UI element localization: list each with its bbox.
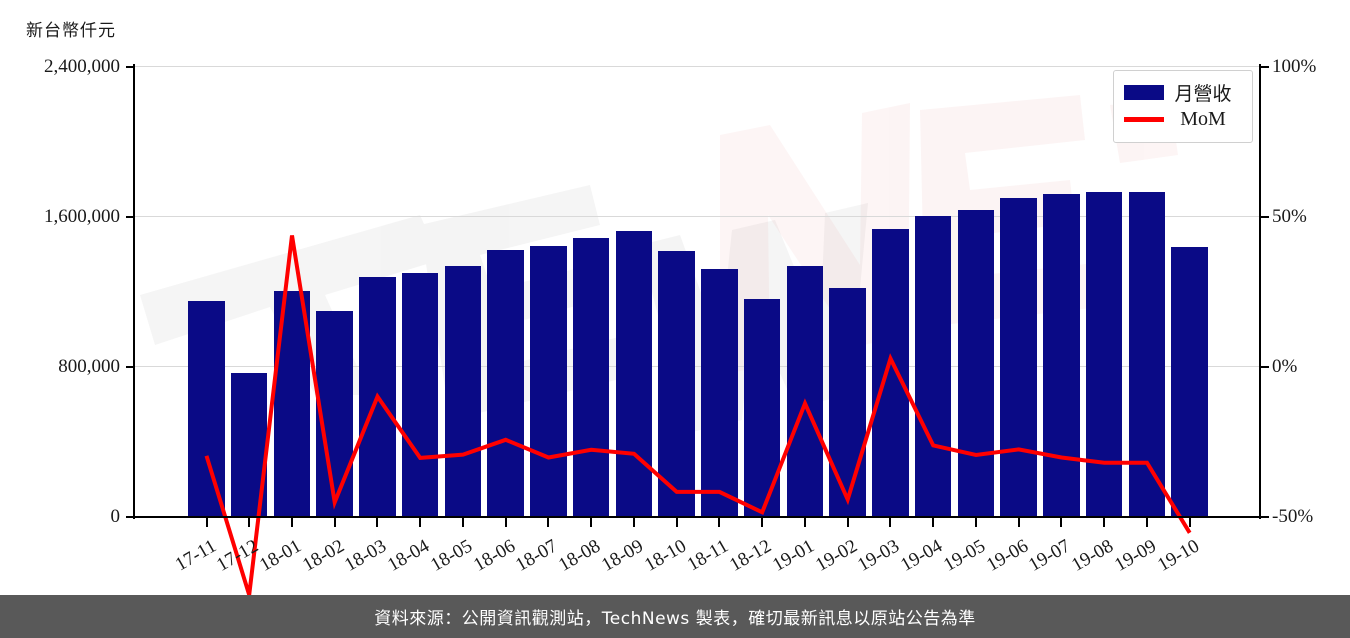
bar-17-11[interactable] bbox=[188, 301, 225, 517]
y-axis-unit-caption: 新台幣仟元 bbox=[26, 21, 116, 41]
x-tick-mark-18-09 bbox=[632, 518, 635, 527]
x-tick-mark-19-05 bbox=[974, 518, 977, 527]
legend-label-mom: MoM bbox=[1180, 108, 1226, 130]
left-axis-line bbox=[133, 64, 135, 519]
x-tick-mark-18-03 bbox=[376, 518, 379, 527]
bar-19-03[interactable] bbox=[872, 228, 909, 517]
x-tick-mark-19-03 bbox=[889, 518, 892, 527]
x-tick-mark-18-10 bbox=[675, 518, 678, 527]
right-axis-label-100: 100% bbox=[1272, 56, 1317, 77]
x-tick-mark-19-07 bbox=[1060, 518, 1063, 527]
bar-19-09[interactable] bbox=[1128, 192, 1166, 517]
gridline-2400000 bbox=[134, 66, 1260, 67]
bar-18-07[interactable] bbox=[530, 246, 567, 517]
gridline-1600000 bbox=[134, 216, 1260, 217]
x-tick-mark-18-11 bbox=[718, 518, 721, 527]
x-tick-mark-19-04 bbox=[932, 518, 935, 527]
legend-line-swatch-icon bbox=[1124, 117, 1164, 122]
left-tick-mark-2400000 bbox=[126, 66, 134, 68]
bar-19-07[interactable] bbox=[1043, 194, 1080, 517]
x-tick-mark-18-08 bbox=[590, 518, 593, 527]
bar-19-10[interactable] bbox=[1171, 246, 1208, 517]
chart-legend: 月營收 MoM bbox=[1113, 70, 1253, 143]
bar-19-08[interactable] bbox=[1085, 192, 1123, 517]
legend-bar-swatch-icon bbox=[1124, 85, 1164, 100]
right-axis-label-minus50: -50% bbox=[1272, 506, 1314, 527]
x-tick-mark-18-04 bbox=[419, 518, 422, 527]
left-axis-label-0: 0 bbox=[110, 506, 121, 527]
bar-19-06[interactable] bbox=[1000, 198, 1037, 517]
x-tick-mark-18-05 bbox=[461, 518, 464, 527]
bar-18-01[interactable] bbox=[273, 290, 311, 517]
right-tick-mark-100 bbox=[1261, 66, 1269, 68]
bar-18-08[interactable] bbox=[572, 237, 610, 517]
x-tick-mark-18-06 bbox=[504, 518, 507, 527]
right-tick-mark-minus50 bbox=[1261, 516, 1269, 518]
bar-18-06[interactable] bbox=[487, 250, 524, 517]
right-axis-line bbox=[1259, 64, 1261, 519]
source-footer-text: 資料來源：公開資訊觀測站，TechNews 製表，確切最新訊息以原站公告為準 bbox=[374, 609, 976, 629]
x-tick-mark-19-06 bbox=[1017, 518, 1020, 527]
x-tick-mark-18-02 bbox=[333, 518, 336, 527]
x-tick-mark-19-02 bbox=[846, 518, 849, 527]
bar-19-01[interactable] bbox=[786, 265, 824, 517]
source-footer: 資料來源：公開資訊觀測站，TechNews 製表，確切最新訊息以原站公告為準 bbox=[0, 595, 1350, 638]
x-tick-mark-19-01 bbox=[803, 518, 806, 527]
right-tick-mark-0 bbox=[1261, 366, 1269, 368]
left-tick-mark-0 bbox=[126, 516, 134, 518]
bar-19-04[interactable] bbox=[914, 215, 952, 517]
x-tick-mark-17-12 bbox=[248, 518, 251, 527]
bar-18-11[interactable] bbox=[701, 268, 738, 517]
bar-18-09[interactable] bbox=[615, 231, 653, 517]
bar-19-05[interactable] bbox=[957, 209, 995, 517]
right-axis-label-0: 0% bbox=[1272, 356, 1298, 377]
legend-item-revenue[interactable]: 月營收 bbox=[1124, 79, 1242, 106]
left-axis-label-800000: 800,000 bbox=[58, 356, 120, 377]
x-tick-mark-18-01 bbox=[290, 518, 293, 527]
x-tick-mark-19-10 bbox=[1188, 518, 1191, 527]
bar-17-12[interactable] bbox=[230, 372, 268, 517]
left-tick-mark-800000 bbox=[126, 366, 134, 368]
bar-18-03[interactable] bbox=[359, 277, 396, 517]
x-tick-mark-18-12 bbox=[761, 518, 764, 527]
x-tick-mark-19-09 bbox=[1145, 518, 1148, 527]
left-tick-mark-1600000 bbox=[126, 216, 134, 218]
right-tick-mark-50 bbox=[1261, 216, 1269, 218]
bar-18-10[interactable] bbox=[658, 251, 695, 517]
legend-item-mom[interactable]: MoM bbox=[1124, 106, 1242, 133]
left-axis-label-1600000: 1,600,000 bbox=[44, 206, 120, 227]
bar-18-04[interactable] bbox=[401, 272, 439, 517]
bar-19-02[interactable] bbox=[829, 287, 866, 517]
bottom-axis-line bbox=[133, 516, 1261, 518]
right-axis-label-50: 50% bbox=[1272, 206, 1307, 227]
x-tick-mark-19-08 bbox=[1103, 518, 1106, 527]
x-tick-mark-18-07 bbox=[547, 518, 550, 527]
bar-18-05[interactable] bbox=[444, 266, 482, 517]
bar-18-12[interactable] bbox=[743, 298, 781, 517]
x-tick-mark-17-11 bbox=[205, 518, 208, 527]
bar-18-02[interactable] bbox=[316, 310, 353, 517]
left-axis-label-2400000: 2,400,000 bbox=[44, 56, 120, 77]
legend-label-revenue: 月營收 bbox=[1174, 83, 1232, 105]
